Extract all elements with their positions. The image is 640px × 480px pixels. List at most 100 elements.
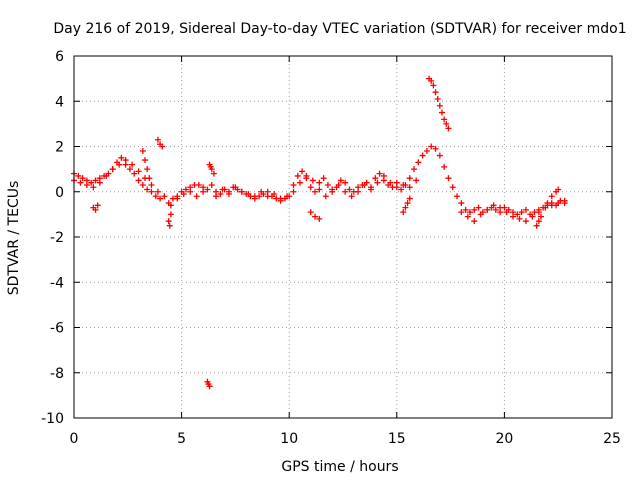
- data-point: [324, 181, 331, 188]
- data-point: [109, 166, 116, 173]
- data-point: [529, 213, 536, 220]
- data-points: [71, 75, 568, 390]
- data-point: [316, 179, 323, 186]
- data-point: [154, 188, 161, 195]
- data-point: [307, 184, 314, 191]
- data-point: [210, 170, 217, 177]
- data-point: [458, 200, 465, 207]
- data-point: [348, 193, 355, 200]
- data-point: [346, 186, 353, 193]
- data-point: [428, 77, 435, 84]
- data-point: [271, 191, 278, 198]
- data-point: [309, 177, 316, 184]
- data-point: [329, 186, 336, 193]
- data-point: [434, 95, 441, 102]
- data-point: [217, 191, 224, 198]
- y-tick-label: 0: [55, 185, 64, 201]
- data-point: [445, 125, 452, 132]
- chart-title: Day 216 of 2019, Sidereal Day-to-day VTE…: [53, 21, 626, 37]
- data-point: [154, 136, 161, 143]
- data-point: [312, 188, 319, 195]
- data-point: [471, 218, 478, 225]
- data-point: [544, 200, 551, 207]
- data-point: [118, 154, 125, 161]
- data-point: [139, 181, 146, 188]
- data-point: [432, 145, 439, 152]
- axis-ticks: 0 5 10 15 20 25 -10 -8 -6 -4 -2 0 2 4 6: [41, 49, 621, 447]
- data-point: [157, 195, 164, 202]
- data-point: [466, 209, 473, 216]
- data-point: [342, 179, 349, 186]
- data-point: [535, 218, 542, 225]
- data-point: [90, 184, 97, 191]
- data-point: [514, 211, 521, 218]
- data-point: [258, 188, 265, 195]
- data-point: [166, 222, 173, 229]
- data-point: [152, 193, 159, 200]
- data-point: [492, 206, 499, 213]
- data-point: [92, 177, 99, 184]
- data-point: [535, 209, 542, 216]
- data-point: [430, 82, 437, 89]
- data-point: [77, 179, 84, 186]
- data-point: [400, 209, 407, 216]
- data-point: [94, 202, 101, 209]
- data-point: [264, 193, 271, 200]
- data-point: [238, 188, 245, 195]
- data-point: [299, 168, 306, 175]
- data-point: [200, 188, 207, 195]
- data-point: [290, 188, 297, 195]
- data-point: [284, 193, 291, 200]
- data-point: [139, 148, 146, 155]
- data-point: [129, 161, 136, 168]
- data-point: [406, 195, 413, 202]
- data-point: [406, 184, 413, 191]
- data-point: [193, 193, 200, 200]
- data-point: [404, 200, 411, 207]
- data-point: [146, 175, 153, 182]
- data-point: [79, 175, 86, 182]
- y-tick-label: -10: [41, 411, 64, 427]
- data-point: [75, 172, 82, 179]
- data-point: [432, 89, 439, 96]
- data-point: [174, 195, 181, 202]
- data-point: [516, 215, 523, 222]
- x-tick-label: 25: [603, 431, 621, 447]
- data-point: [167, 211, 174, 218]
- data-point: [402, 204, 409, 211]
- y-axis-label: SDTVAR / TECUs: [6, 181, 22, 296]
- x-tick-label: 15: [388, 431, 406, 447]
- data-point: [335, 181, 342, 188]
- data-point: [213, 193, 220, 200]
- data-point: [484, 206, 491, 213]
- data-point: [419, 152, 426, 159]
- data-point: [316, 186, 323, 193]
- x-axis-label: GPS time / hours: [281, 459, 398, 475]
- data-point: [471, 206, 478, 213]
- data-point: [428, 143, 435, 150]
- data-point: [122, 157, 129, 164]
- data-point: [423, 148, 430, 155]
- data-point: [490, 202, 497, 209]
- data-point: [159, 143, 166, 150]
- y-tick-label: -6: [50, 321, 64, 337]
- data-point: [161, 193, 168, 200]
- data-point: [548, 202, 555, 209]
- data-point: [148, 188, 155, 195]
- data-point: [277, 195, 284, 202]
- data-point: [225, 191, 232, 198]
- data-point: [443, 120, 450, 127]
- data-point: [96, 179, 103, 186]
- data-point: [187, 188, 194, 195]
- data-point: [337, 177, 344, 184]
- data-point: [477, 211, 484, 218]
- data-point: [148, 181, 155, 188]
- data-point: [445, 175, 452, 182]
- x-tick-label: 20: [495, 431, 513, 447]
- data-point: [454, 193, 461, 200]
- data-point: [92, 206, 99, 213]
- data-point: [103, 172, 110, 179]
- data-point: [561, 197, 568, 204]
- data-point: [406, 175, 413, 182]
